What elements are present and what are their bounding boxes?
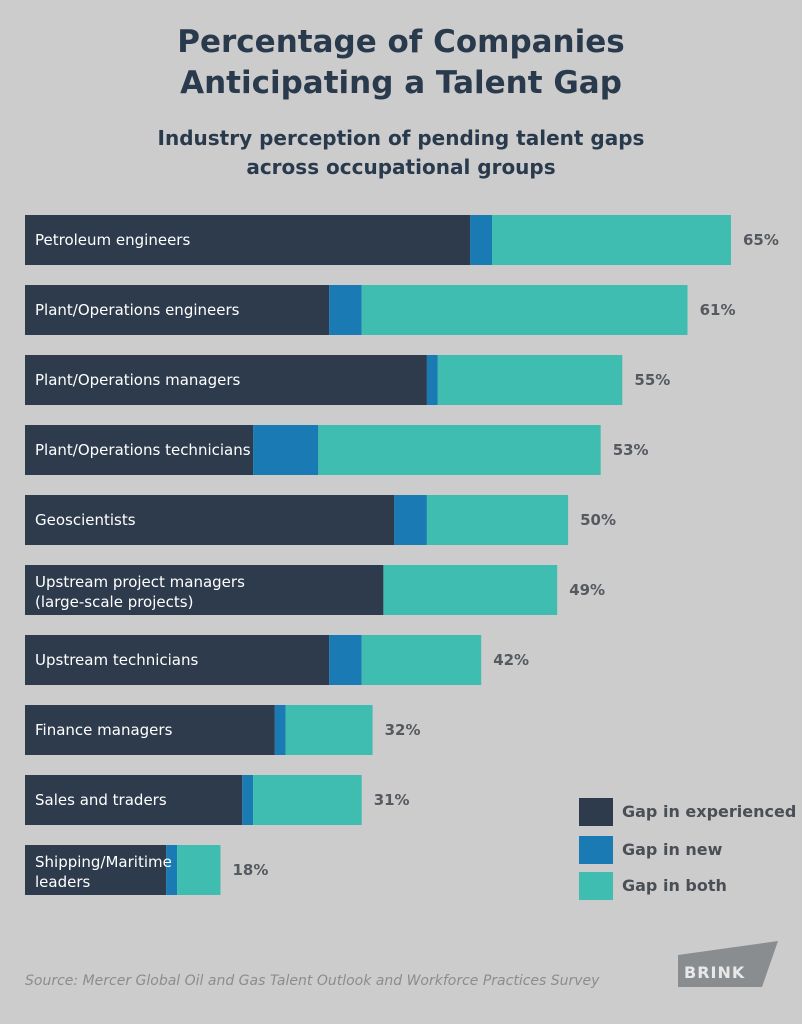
legend-item-both: Gap in both [579, 872, 789, 900]
chart-title: Percentage of Companies Anticipating a T… [0, 22, 802, 104]
bar-segment-sales-and-traders-gap-in-new [242, 775, 254, 825]
bar-segment-upstream-project-managers-large-scale-projects-gap-in-experienced [25, 565, 384, 615]
bar-segment-finance-managers-gap-in-both [285, 705, 373, 755]
legend-label-both: Gap in both [622, 876, 727, 895]
bar-segment-plant-operations-technicians-gap-in-both [318, 425, 601, 475]
legend-item-experienced: Gap in experienced [579, 798, 796, 826]
bar-segment-plant-operations-managers-gap-in-experienced [25, 355, 427, 405]
total-label-geoscientists: 50% [580, 511, 616, 529]
bar-chart: Petroleum engineers 65% Plant/Operations e… [25, 215, 779, 895]
bar-segment-sales-and-traders-gap-in-experienced [25, 775, 243, 825]
bar-segment-plant-operations-managers-gap-in-new [426, 355, 438, 405]
bar-segment-finance-managers-gap-in-new [274, 705, 286, 755]
bar-segment-petroleum-engineers-gap-in-both [492, 215, 731, 265]
bar-segment-shipping-maritime-leaders-gap-in-new [166, 845, 178, 895]
chart-subtitle-line-2: across occupational groups [246, 155, 556, 179]
bar-segment-geoscientists-gap-in-experienced [25, 495, 395, 545]
total-label-sales-and-traders: 31% [374, 791, 410, 809]
bar-segment-geoscientists-gap-in-both [426, 495, 569, 545]
bar-segment-petroleum-engineers-gap-in-new [470, 215, 492, 265]
legend-swatch-both [579, 872, 613, 900]
total-label-plant-operations-managers: 55% [634, 371, 670, 389]
bar-segment-shipping-maritime-leaders-gap-in-both [177, 845, 221, 895]
bar-segment-plant-operations-engineers-gap-in-experienced [25, 285, 330, 335]
category-label-shipping-maritime-leaders: Shipping/Maritime leaders [35, 853, 172, 891]
chart-title-line-1: Percentage of Companies [177, 24, 625, 60]
chart-subtitle: Industry perception of pending talent ga… [0, 124, 802, 182]
legend-swatch-new [579, 836, 613, 864]
total-label-upstream-project-managers-large-scale-projects: 49% [569, 581, 605, 599]
legend-label-new: Gap in new [622, 840, 723, 859]
category-label-plant-operations-technicians: Plant/Operations technicians [35, 441, 251, 459]
category-label-upstream-project-managers-large-scale-projects: Upstream project managers (large-scale pr… [35, 573, 245, 611]
total-label-plant-operations-engineers: 61% [700, 301, 736, 319]
legend-swatch-experienced [579, 798, 613, 826]
bar-segment-upstream-technicians-gap-in-both [361, 635, 482, 685]
bar-segment-sales-and-traders-gap-in-both [253, 775, 362, 825]
bar-segment-plant-operations-engineers-gap-in-new [329, 285, 362, 335]
total-label-upstream-technicians: 42% [493, 651, 529, 669]
bar-segment-plant-operations-managers-gap-in-both [437, 355, 623, 405]
total-label-shipping-maritime-leaders: 18% [233, 861, 269, 879]
chart-subtitle-line-1: Industry perception of pending talent ga… [157, 126, 645, 150]
category-label-petroleum-engineers: Petroleum engineers [35, 231, 190, 249]
source-note: Source: Mercer Global Oil and Gas Talent… [25, 973, 600, 989]
total-label-plant-operations-technicians: 53% [613, 441, 649, 459]
bar-segment-plant-operations-technicians-gap-in-experienced [25, 425, 254, 475]
brink-logo-text: BRINK [684, 963, 746, 982]
legend-item-new: Gap in new [579, 836, 789, 864]
bar-segment-plant-operations-engineers-gap-in-both [361, 285, 688, 335]
chart-title-line-2: Anticipating a Talent Gap [180, 65, 622, 101]
category-label-finance-managers: Finance managers [35, 721, 173, 739]
bar-segment-shipping-maritime-leaders-gap-in-experienced [25, 845, 167, 895]
category-label-geoscientists: Geoscientists [35, 511, 136, 529]
bar-segment-petroleum-engineers-gap-in-experienced [25, 215, 471, 265]
bar-segment-upstream-technicians-gap-in-new [329, 635, 362, 685]
bar-segment-finance-managers-gap-in-experienced [25, 705, 275, 755]
category-label-sales-and-traders: Sales and traders [35, 791, 167, 809]
category-label-plant-operations-managers: Plant/Operations managers [35, 371, 240, 389]
bar-segment-upstream-technicians-gap-in-experienced [25, 635, 330, 685]
total-label-petroleum-engineers: 65% [743, 231, 779, 249]
brink-logo-shape [678, 941, 778, 987]
brink-logo: BRINK [678, 941, 778, 987]
category-label-upstream-technicians: Upstream technicians [35, 651, 198, 669]
total-label-finance-managers: 32% [385, 721, 421, 739]
bar-segment-plant-operations-technicians-gap-in-new [253, 425, 319, 475]
bar-segment-upstream-project-managers-large-scale-projects-gap-in-both [383, 565, 558, 615]
category-label-plant-operations-engineers: Plant/Operations engineers [35, 301, 240, 319]
bar-segment-geoscientists-gap-in-new [394, 495, 427, 545]
legend-label-experienced: Gap in experienced [622, 802, 797, 821]
